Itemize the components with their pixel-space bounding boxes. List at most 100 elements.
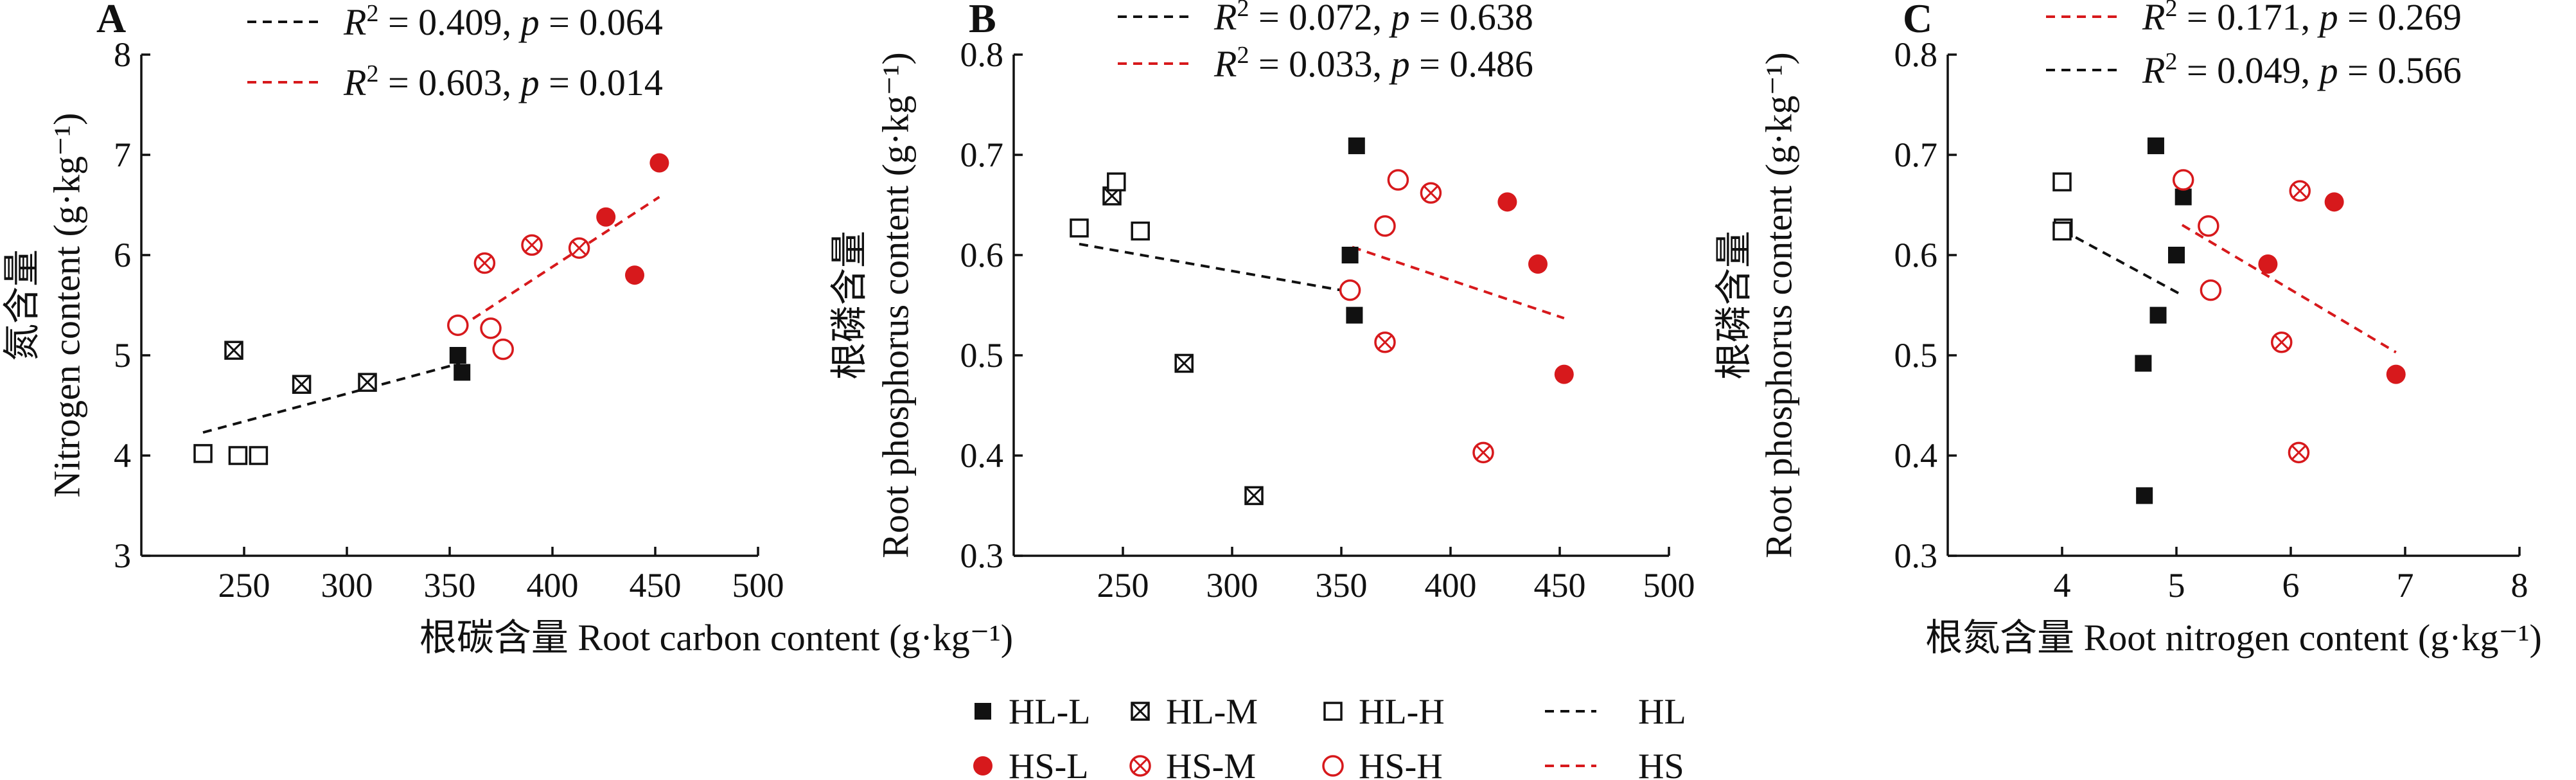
x-tick-label: 250 bbox=[218, 566, 270, 605]
point-hl-m bbox=[1174, 353, 1194, 373]
x-tick-label: 350 bbox=[1316, 566, 1368, 605]
point-hl-m bbox=[224, 341, 243, 360]
x-tick-label: 300 bbox=[1206, 566, 1258, 605]
legend-marker-hs-l bbox=[973, 756, 992, 776]
point-hl-l-shape bbox=[1341, 247, 1359, 263]
legend-label-hl-m: HL-M bbox=[1166, 692, 1258, 732]
y-tick-label: 0.7 bbox=[960, 136, 1004, 174]
y-axis-label-en: Nitrogen content (g·kg⁻¹) bbox=[46, 113, 87, 498]
y-tick-label: 7 bbox=[114, 136, 131, 174]
x-tick-label: 450 bbox=[1534, 566, 1586, 605]
panel-c: 0.3 0.4 0.5 0.6 0.7 0.8 4 5 6 7 8 C 根磷含量 Root phospho… bbox=[1713, 0, 2542, 659]
x-tick-label: 4 bbox=[2054, 566, 2071, 605]
fit-statistics: R2 = 0.171, p = 0.269 bbox=[2142, 0, 2462, 38]
point-hs-l bbox=[1528, 254, 1548, 274]
point-hl-h bbox=[1070, 218, 1089, 238]
point-hs-m bbox=[568, 237, 590, 259]
point-hl-h bbox=[228, 446, 248, 465]
legend-marker-hl-m bbox=[1131, 702, 1150, 721]
y-axis-label-en: Root phosphorus content (g·kg⁻¹) bbox=[1758, 52, 1799, 558]
point-hs-m bbox=[521, 234, 543, 256]
point-hl-h bbox=[1107, 172, 1126, 191]
point-hs-m-cross-b bbox=[524, 238, 540, 253]
point-hs-m bbox=[2288, 441, 2310, 464]
point-hs-l-shape bbox=[2386, 364, 2406, 384]
point-hs-m-cross-b bbox=[1377, 335, 1393, 350]
x-axis-label: 根氮含量 Root nitrogen content (g·kg⁻¹) bbox=[1925, 617, 2542, 659]
point-hs-m bbox=[2289, 180, 2311, 202]
y-tick-label: 0.4 bbox=[1894, 436, 1938, 475]
point-hs-h bbox=[492, 338, 514, 360]
point-hl-h-shape bbox=[1131, 221, 1150, 241]
y-axis-label-cn: 氮含量 bbox=[1, 249, 42, 361]
point-hl-l-shape bbox=[2135, 355, 2152, 372]
legend-label-hs-h: HS-H bbox=[1359, 747, 1443, 780]
fit-statistics: R2 = 0.409, p = 0.064 bbox=[343, 0, 663, 43]
point-hl-h-shape bbox=[1070, 218, 1089, 238]
legend-marker-hl-h bbox=[1323, 702, 1343, 721]
y-tick-label: 0.7 bbox=[1894, 136, 1938, 174]
point-hl-h-shape bbox=[249, 446, 269, 465]
point-hs-h-shape bbox=[447, 314, 469, 336]
point-hl-l-shape bbox=[2147, 137, 2164, 154]
x-tick-label: 500 bbox=[1643, 566, 1695, 605]
point-hl-h bbox=[2052, 221, 2072, 241]
legend-label-hs-m: HS-M bbox=[1166, 747, 1256, 780]
panel-label: B bbox=[969, 0, 996, 41]
x-tick-label: 7 bbox=[2397, 566, 2414, 605]
fit-line-hl bbox=[202, 362, 461, 434]
x-tick-label: 350 bbox=[424, 566, 476, 605]
point-hs-l bbox=[649, 153, 669, 173]
point-hs-l-shape bbox=[1497, 192, 1517, 212]
point-hs-h-shape bbox=[492, 338, 514, 360]
y-tick-label: 0.8 bbox=[960, 35, 1004, 74]
x-tick-label: 300 bbox=[321, 566, 373, 605]
point-hs-m-cross-b bbox=[572, 241, 587, 256]
point-hs-h bbox=[2198, 215, 2219, 237]
point-hs-m bbox=[473, 252, 496, 274]
point-hl-l-shape bbox=[2136, 487, 2153, 504]
point-hl-h-shape bbox=[1107, 172, 1126, 191]
point-hl-l-shape bbox=[1346, 306, 1363, 324]
point-hs-h bbox=[480, 317, 502, 339]
y-axis-label-cn: 根磷含量 bbox=[1713, 231, 1754, 380]
point-hs-h bbox=[447, 314, 469, 336]
point-hs-m bbox=[1374, 331, 1396, 353]
point-hs-h bbox=[1387, 169, 1409, 191]
point-hs-h-shape bbox=[480, 317, 502, 339]
point-hl-l bbox=[2149, 306, 2167, 324]
y-tick-label: 0.5 bbox=[960, 336, 1004, 375]
panel-label: C bbox=[1903, 0, 1932, 41]
fit-statistics: R2 = 0.049, p = 0.566 bbox=[2142, 48, 2462, 91]
point-hs-m bbox=[2271, 331, 2293, 353]
point-hl-l bbox=[1346, 306, 1363, 324]
y-tick-label: 0.6 bbox=[960, 236, 1004, 274]
y-tick-label: 0.4 bbox=[960, 436, 1004, 475]
x-tick-label: 400 bbox=[1425, 566, 1477, 605]
y-axis-label-cn: 根磷含量 bbox=[828, 231, 870, 380]
x-axis-label: 根碳含量 Root carbon content (g·kg⁻¹) bbox=[419, 617, 1013, 659]
point-hl-m bbox=[292, 375, 312, 394]
point-hl-l-shape bbox=[2168, 247, 2185, 263]
point-hs-l bbox=[2324, 192, 2344, 212]
y-tick-label: 0.8 bbox=[1894, 35, 1938, 74]
point-hl-h bbox=[2052, 172, 2072, 191]
fit-line-hl bbox=[2061, 229, 2183, 297]
point-hs-h bbox=[1339, 279, 1361, 301]
x-tick-label: 450 bbox=[630, 566, 682, 605]
point-hs-h bbox=[2172, 169, 2194, 191]
fit-line-hs bbox=[459, 195, 660, 328]
panel-label: A bbox=[96, 0, 126, 41]
point-hl-h bbox=[1131, 221, 1150, 241]
point-hs-m-cross-b bbox=[2293, 184, 2307, 199]
point-hs-l-shape bbox=[1554, 364, 1574, 384]
y-tick-label: 8 bbox=[114, 35, 131, 74]
point-hs-l bbox=[2386, 364, 2406, 384]
point-hl-h-shape bbox=[2052, 221, 2072, 241]
point-hl-m bbox=[1244, 486, 1264, 506]
x-tick-label: 6 bbox=[2282, 566, 2300, 605]
panel-b: 0.3 0.4 0.5 0.6 0.7 0.8 250 300 350 400 450 500 B 根磷含… bbox=[828, 0, 1695, 605]
fit-line-hl bbox=[1079, 242, 1353, 294]
fit-statistics: R2 = 0.603, p = 0.014 bbox=[343, 60, 663, 103]
